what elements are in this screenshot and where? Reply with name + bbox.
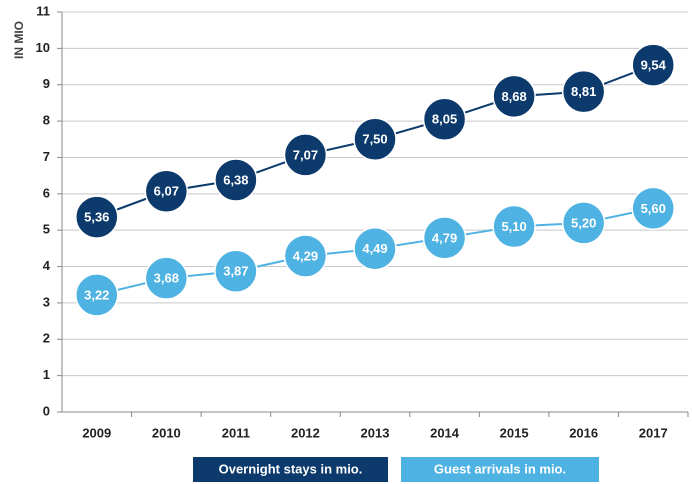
marker xyxy=(283,133,328,177)
marker xyxy=(214,158,258,202)
marker xyxy=(422,97,467,142)
legend-label: Overnight stays in mio. xyxy=(219,461,363,476)
value-label: 9,54 xyxy=(641,58,667,73)
marker xyxy=(561,69,606,114)
value-label: 7,50 xyxy=(362,132,387,147)
y-tick-label: 1 xyxy=(43,367,50,382)
marker xyxy=(492,204,536,249)
marker xyxy=(353,117,397,162)
y-tick-label: 5 xyxy=(43,222,50,237)
legend-swatch xyxy=(193,457,388,482)
x-tick-label: 2012 xyxy=(291,425,320,440)
marker xyxy=(631,43,675,87)
marker xyxy=(214,249,258,294)
value-label: 5,36 xyxy=(84,210,109,225)
legend-swatch xyxy=(401,457,599,482)
y-axis-label: IN MIO xyxy=(12,21,26,59)
marker xyxy=(75,195,119,239)
y-tick-label: 7 xyxy=(43,149,50,164)
value-label: 3,68 xyxy=(154,271,179,286)
y-tick-label: 6 xyxy=(43,185,50,200)
y-tick-label: 4 xyxy=(43,258,51,273)
marker xyxy=(75,273,119,317)
y-tick-label: 8 xyxy=(43,113,50,128)
marker xyxy=(631,186,675,231)
y-tick-label: 11 xyxy=(36,3,50,18)
value-label: 3,87 xyxy=(223,264,248,279)
value-label: 5,60 xyxy=(641,201,666,216)
marker xyxy=(422,216,467,260)
value-label: 3,22 xyxy=(84,287,109,302)
marker xyxy=(283,234,328,278)
value-label: 4,29 xyxy=(293,248,318,263)
x-tick-label: 2010 xyxy=(152,425,181,440)
x-tick-label: 2014 xyxy=(430,425,460,440)
x-tick-label: 2009 xyxy=(82,425,111,440)
value-label: 6,07 xyxy=(154,184,179,199)
value-label: 6,38 xyxy=(223,172,248,187)
x-tick-label: 2016 xyxy=(569,425,598,440)
marker xyxy=(561,201,606,245)
x-tick-label: 2015 xyxy=(500,425,529,440)
value-label: 8,68 xyxy=(501,89,526,104)
value-label: 8,05 xyxy=(432,112,457,127)
value-label: 4,79 xyxy=(432,230,457,245)
value-label: 8,81 xyxy=(571,84,596,99)
y-tick-label: 9 xyxy=(43,76,50,91)
y-tick-label: 3 xyxy=(43,294,50,309)
value-label: 5,10 xyxy=(501,219,526,234)
y-tick-label: 10 xyxy=(36,40,50,55)
x-tick-label: 2017 xyxy=(639,425,668,440)
marker xyxy=(144,256,189,300)
x-tick-label: 2013 xyxy=(361,425,390,440)
value-label: 5,20 xyxy=(571,215,596,230)
value-label: 7,07 xyxy=(293,147,318,162)
value-label: 4,49 xyxy=(362,241,387,256)
marker xyxy=(492,74,536,119)
legend-label: Guest arrivals in mio. xyxy=(434,461,566,476)
x-tick-label: 2011 xyxy=(222,425,250,440)
marker xyxy=(353,226,397,271)
y-tick-label: 2 xyxy=(43,331,50,346)
y-tick-label: 0 xyxy=(43,403,50,418)
marker xyxy=(144,169,189,214)
